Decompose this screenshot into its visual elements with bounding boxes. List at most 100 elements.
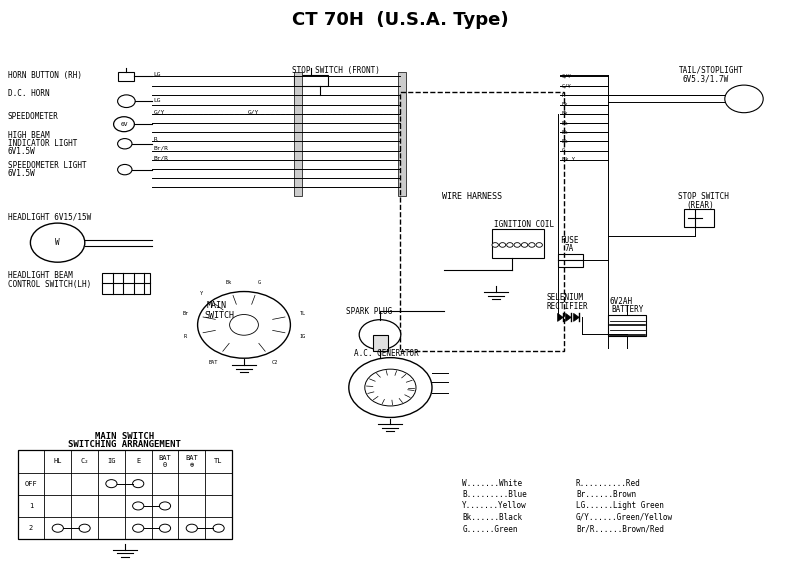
Text: Br......Brown: Br......Brown [576,490,636,499]
Text: G/Y: G/Y [248,109,259,114]
Text: W: W [55,238,60,247]
Text: Bk Y: Bk Y [562,158,574,162]
Text: C₂: C₂ [80,458,89,465]
Text: G: G [258,280,262,285]
Text: RECTIFIER: RECTIFIER [546,302,588,311]
Text: HORN BUTTON (RH): HORN BUTTON (RH) [8,71,82,80]
Text: 6V1.5W: 6V1.5W [8,169,36,178]
Text: 6V5.3/1.7W: 6V5.3/1.7W [682,75,729,84]
Text: Br: Br [182,311,188,316]
Text: TAIL/STOPLIGHT: TAIL/STOPLIGHT [678,66,743,75]
Circle shape [159,502,170,510]
Text: LG: LG [154,98,161,102]
Text: 7A: 7A [565,244,574,254]
Bar [294,75,328,86]
Text: Bk: Bk [562,112,568,116]
Bar [684,209,714,227]
Circle shape [349,358,432,417]
Text: Bk: Bk [562,102,568,107]
Circle shape [118,95,135,108]
Text: LG: LG [154,72,161,77]
Text: STOP SWITCH: STOP SWITCH [678,192,730,201]
Text: MAIN SWITCH: MAIN SWITCH [95,432,154,441]
Text: 2: 2 [29,525,33,531]
Circle shape [725,85,763,113]
Text: LG......Light Green: LG......Light Green [576,501,664,511]
Circle shape [118,164,132,175]
Text: G/Y: G/Y [154,109,165,114]
Circle shape [133,524,144,532]
Text: SWITCHING ARRANGEMENT: SWITCHING ARRANGEMENT [68,440,182,449]
Circle shape [492,243,498,247]
Circle shape [133,480,144,488]
Circle shape [365,369,416,406]
Text: Y: Y [199,292,202,297]
Text: Bk: Bk [225,280,231,285]
Circle shape [230,315,258,335]
Text: SPEEDOMETER LIGHT: SPEEDOMETER LIGHT [8,161,86,170]
Text: D.C. HORN: D.C. HORN [8,89,50,98]
Text: Y.......Yellow: Y.......Yellow [462,501,527,511]
Text: HEADLIGHT 6V15/15W: HEADLIGHT 6V15/15W [8,213,91,222]
Circle shape [506,243,513,247]
Text: Bk: Bk [562,121,568,125]
Text: (REAR): (REAR) [686,201,714,210]
Text: HL: HL [54,458,62,465]
Circle shape [514,243,521,247]
Text: Br/R: Br/R [154,146,169,151]
Bar [398,72,406,196]
Bar [102,273,150,294]
Text: WIRE HARNESS: WIRE HARNESS [442,192,502,201]
Text: BAT: BAT [209,360,218,365]
Text: IGNITION COIL: IGNITION COIL [494,220,554,229]
Circle shape [499,243,506,247]
Circle shape [114,117,134,132]
Text: G/Y: G/Y [562,74,571,79]
Text: Bk: Bk [562,139,568,144]
Text: OFF: OFF [25,481,38,486]
Circle shape [133,502,144,510]
Text: G: G [562,148,565,153]
Bar [118,72,134,81]
Text: 6V1.5W: 6V1.5W [8,147,36,156]
Text: MAIN: MAIN [206,301,226,310]
Text: STOP SWITCH (FRONT): STOP SWITCH (FRONT) [292,66,380,75]
Text: BATTERY: BATTERY [611,305,643,315]
Text: G/Y: G/Y [562,84,571,89]
Text: CT 70H  (U.S.A. Type): CT 70H (U.S.A. Type) [292,11,508,29]
Circle shape [118,139,132,149]
Circle shape [159,524,170,532]
Bar [18,450,232,539]
Text: R: R [184,334,187,339]
Circle shape [359,320,401,350]
Circle shape [79,524,90,532]
Text: E: E [136,458,140,465]
Text: FUSE: FUSE [560,236,578,245]
Text: CONTROL SWITCH(LH): CONTROL SWITCH(LH) [8,279,91,289]
Text: IG: IG [107,458,116,465]
Text: Br/R......Brown/Red: Br/R......Brown/Red [576,524,664,534]
Text: Bk......Black: Bk......Black [462,513,522,522]
Text: R: R [154,137,158,141]
Text: 6V: 6V [120,122,128,126]
Circle shape [106,480,117,488]
Text: SELENIUM: SELENIUM [546,293,583,302]
Polygon shape [566,313,571,321]
Circle shape [30,223,85,262]
Circle shape [186,524,198,532]
Text: W.......White: W.......White [462,478,522,488]
Text: 6V2AH: 6V2AH [610,297,633,306]
Text: B.........Blue: B.........Blue [462,490,527,499]
Text: A.C. GENERATOR: A.C. GENERATOR [354,349,419,358]
Text: SPEEDOMETER: SPEEDOMETER [8,112,59,121]
Bar [608,315,646,336]
Text: 1: 1 [29,503,33,509]
Text: G......Green: G......Green [462,524,518,534]
Text: R..........Red: R..........Red [576,478,641,488]
Bar [294,72,302,196]
Text: HEADLIGHT BEAM: HEADLIGHT BEAM [8,271,73,281]
Circle shape [52,524,63,532]
Text: INDICATOR LIGHT: INDICATOR LIGHT [8,139,78,148]
Circle shape [522,243,528,247]
Text: TL: TL [300,311,306,316]
